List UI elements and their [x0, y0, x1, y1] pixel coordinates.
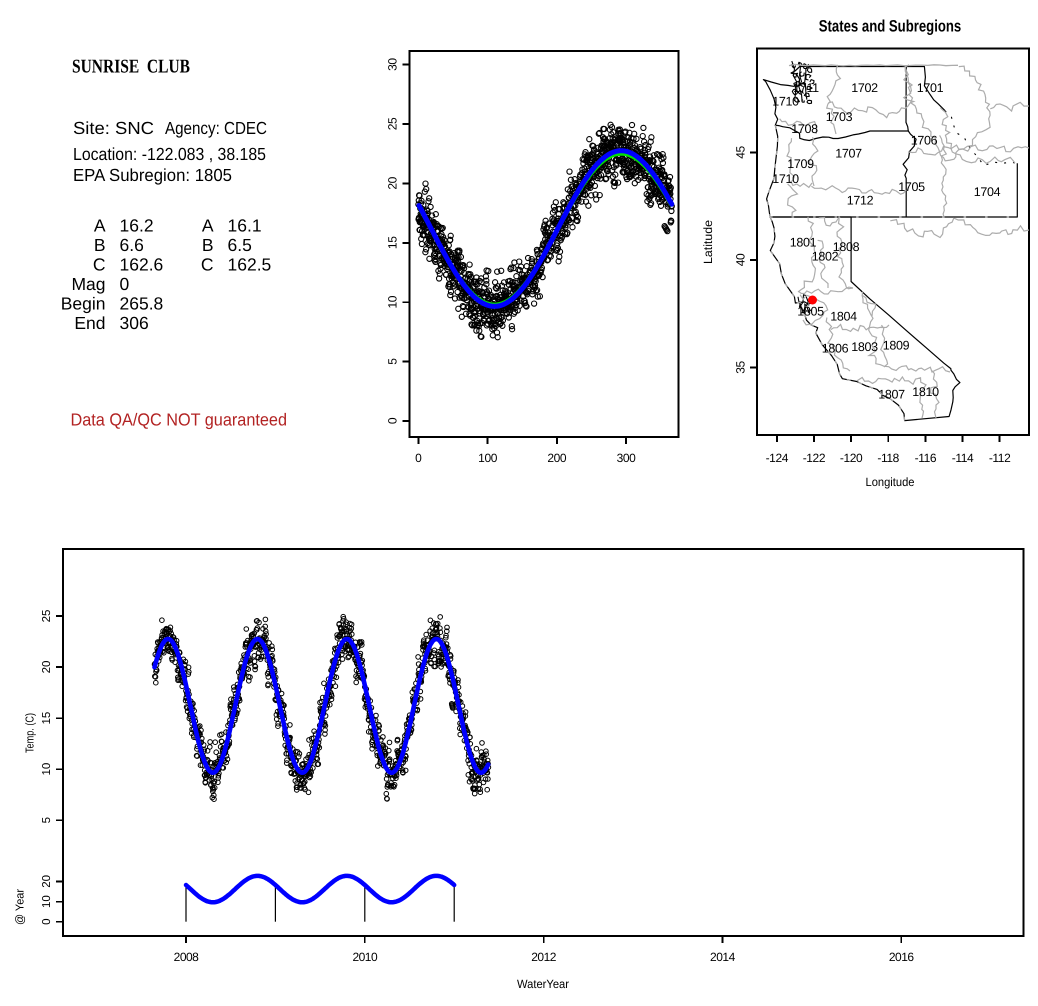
- svg-text:End: End: [74, 313, 105, 333]
- svg-text:2014: 2014: [710, 950, 736, 964]
- svg-text:1806: 1806: [822, 342, 849, 356]
- svg-text:-122: -122: [803, 451, 826, 465]
- svg-text:1804: 1804: [830, 310, 857, 324]
- svg-text:300: 300: [617, 451, 637, 465]
- svg-text:-114: -114: [952, 451, 974, 465]
- svg-text:2008: 2008: [174, 950, 200, 964]
- svg-text:1708: 1708: [791, 122, 818, 136]
- svg-text:30: 30: [385, 58, 399, 71]
- svg-text:40: 40: [734, 253, 748, 266]
- svg-text:B: B: [202, 235, 214, 255]
- svg-text:35: 35: [734, 361, 748, 374]
- svg-text:20: 20: [41, 875, 53, 888]
- svg-text:1701: 1701: [917, 81, 944, 95]
- svg-text:25: 25: [41, 610, 53, 623]
- svg-text:EPA Subregion: 1805: EPA Subregion: 1805: [73, 165, 232, 185]
- svg-text:5: 5: [385, 358, 399, 365]
- svg-text:16.1: 16.1: [228, 216, 262, 236]
- svg-text:0: 0: [385, 417, 399, 424]
- svg-text:10: 10: [385, 295, 399, 308]
- svg-text:1711: 1711: [793, 81, 819, 95]
- svg-text:Longitude: Longitude: [866, 475, 915, 489]
- svg-text:25: 25: [385, 117, 399, 130]
- svg-text:Site: SNC: Site: SNC: [73, 118, 154, 138]
- svg-text:1703: 1703: [826, 110, 853, 124]
- svg-text:Temp. (C): Temp. (C): [25, 713, 37, 753]
- svg-text:100: 100: [478, 451, 498, 465]
- svg-text:20: 20: [41, 661, 53, 674]
- svg-text:1702: 1702: [851, 81, 878, 95]
- svg-text:Begin: Begin: [61, 294, 106, 314]
- svg-text:10: 10: [41, 763, 53, 776]
- svg-text:1704: 1704: [974, 185, 1001, 199]
- svg-text:B: B: [94, 235, 106, 255]
- svg-text:1706: 1706: [911, 134, 938, 148]
- svg-text:0: 0: [120, 274, 130, 294]
- svg-text:A: A: [202, 216, 214, 236]
- svg-text:16.2: 16.2: [120, 216, 154, 236]
- svg-text:306: 306: [120, 313, 149, 333]
- svg-text:15: 15: [385, 236, 399, 249]
- svg-text:265.8: 265.8: [120, 294, 164, 314]
- svg-text:-120: -120: [840, 451, 863, 465]
- svg-text:1803: 1803: [851, 340, 878, 354]
- svg-text:-116: -116: [915, 451, 937, 465]
- svg-text:Data QA/QC NOT guaranteed: Data QA/QC NOT guaranteed: [71, 410, 288, 430]
- svg-text:States and Subregions: States and Subregions: [819, 18, 962, 36]
- svg-text:162.6: 162.6: [120, 255, 164, 275]
- svg-text:162.5: 162.5: [228, 255, 272, 275]
- svg-text:1809: 1809: [883, 339, 910, 353]
- svg-text:1712: 1712: [847, 194, 874, 208]
- svg-text:1801: 1801: [790, 236, 817, 250]
- svg-text:1805: 1805: [797, 305, 824, 319]
- svg-text:0: 0: [415, 451, 422, 465]
- svg-text:2016: 2016: [889, 950, 915, 964]
- svg-text:1710: 1710: [772, 95, 799, 109]
- svg-text:1807: 1807: [878, 388, 905, 402]
- svg-text:1710: 1710: [772, 172, 799, 186]
- svg-text:Agency: CDEC: Agency: CDEC: [165, 118, 267, 138]
- svg-text:1709: 1709: [787, 157, 814, 171]
- svg-text:45: 45: [734, 146, 748, 159]
- svg-text:200: 200: [547, 451, 567, 465]
- svg-text:0: 0: [41, 918, 53, 924]
- svg-text:1802: 1802: [812, 250, 839, 264]
- svg-text:2012: 2012: [531, 950, 557, 964]
- svg-text:6.5: 6.5: [228, 235, 252, 255]
- svg-text:-112: -112: [989, 451, 1011, 465]
- svg-text:SUNRISE CLUB: SUNRISE CLUB: [72, 57, 190, 78]
- svg-text:1705: 1705: [898, 180, 925, 194]
- svg-text:1808: 1808: [833, 240, 860, 254]
- svg-text:Mag: Mag: [71, 274, 105, 294]
- svg-text:-124: -124: [766, 451, 789, 465]
- svg-text:C: C: [201, 255, 214, 275]
- svg-text:2010: 2010: [352, 950, 378, 964]
- svg-text:WaterYear: WaterYear: [517, 977, 569, 991]
- svg-text:Location: -122.083 , 38.185: Location: -122.083 , 38.185: [73, 144, 266, 164]
- svg-text:10: 10: [41, 895, 53, 908]
- svg-text:-118: -118: [877, 451, 899, 465]
- svg-text:Latitude: Latitude: [701, 220, 715, 264]
- svg-text:C: C: [93, 255, 106, 275]
- svg-text:15: 15: [41, 712, 53, 725]
- svg-text:20: 20: [385, 176, 399, 189]
- svg-text:@ Year: @ Year: [15, 889, 27, 925]
- svg-text:1810: 1810: [912, 385, 939, 399]
- svg-text:6.6: 6.6: [120, 235, 144, 255]
- svg-text:5: 5: [41, 817, 53, 823]
- svg-text:A: A: [94, 216, 106, 236]
- svg-text:1707: 1707: [835, 147, 862, 161]
